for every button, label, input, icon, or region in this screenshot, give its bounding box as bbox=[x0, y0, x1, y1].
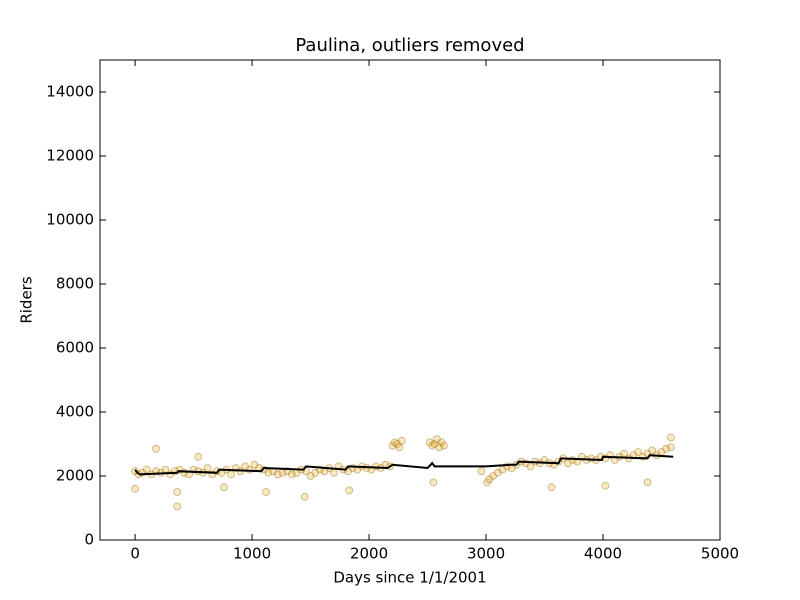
data-point bbox=[203, 464, 212, 472]
data-point bbox=[390, 438, 399, 447]
y-tick-label: 6000 bbox=[56, 339, 94, 357]
data-point bbox=[489, 472, 497, 480]
data-point bbox=[397, 436, 406, 445]
data-point bbox=[648, 446, 657, 455]
y-tick-label: 14000 bbox=[46, 83, 94, 101]
data-point bbox=[393, 440, 402, 448]
data-point bbox=[194, 452, 203, 461]
data-point bbox=[220, 483, 228, 492]
y-tick-label: 10000 bbox=[46, 211, 94, 229]
x-axis-label: Days since 1/1/2001 bbox=[333, 569, 486, 587]
data-point bbox=[425, 438, 434, 447]
y-tick-label: 8000 bbox=[56, 275, 94, 293]
x-tick-label: 2000 bbox=[350, 545, 388, 563]
data-point bbox=[437, 438, 446, 447]
data-point bbox=[131, 484, 139, 493]
data-point bbox=[311, 468, 320, 477]
data-point bbox=[666, 433, 675, 442]
data-point bbox=[306, 472, 315, 480]
data-point bbox=[264, 468, 273, 477]
data-point bbox=[429, 478, 438, 487]
data-point bbox=[634, 448, 643, 456]
data-point bbox=[662, 444, 671, 453]
y-tick-label: 4000 bbox=[56, 403, 94, 421]
chart-title: Paulina, outliers removed bbox=[295, 35, 524, 56]
plot-frame bbox=[99, 59, 721, 541]
data-point bbox=[666, 443, 675, 452]
y-axis-label: Riders bbox=[18, 276, 36, 324]
data-point bbox=[601, 481, 610, 490]
x-tick-label: 5000 bbox=[701, 545, 739, 563]
data-point bbox=[477, 467, 486, 476]
data-point bbox=[262, 488, 271, 496]
data-point bbox=[643, 478, 652, 487]
data-point bbox=[564, 459, 572, 468]
y-tick-label: 2000 bbox=[56, 467, 94, 485]
x-tick-label: 0 bbox=[130, 545, 140, 563]
data-point bbox=[547, 483, 556, 492]
data-point bbox=[430, 440, 439, 448]
data-point bbox=[330, 468, 338, 477]
trend-line bbox=[134, 454, 674, 476]
data-point bbox=[152, 444, 161, 453]
data-point bbox=[345, 486, 354, 495]
x-tick-label: 3000 bbox=[467, 545, 505, 563]
data-point bbox=[440, 441, 448, 450]
x-tick-label: 1000 bbox=[233, 545, 271, 563]
y-tick-label: 12000 bbox=[46, 147, 94, 165]
data-point bbox=[485, 475, 494, 484]
data-point bbox=[273, 470, 282, 479]
plot-area bbox=[131, 433, 675, 511]
data-point bbox=[173, 502, 182, 511]
data-point bbox=[300, 492, 309, 501]
data-point bbox=[173, 488, 182, 496]
data-point bbox=[388, 441, 397, 450]
data-point bbox=[483, 478, 492, 487]
y-tick-label: 0 bbox=[84, 531, 94, 549]
data-point bbox=[287, 470, 296, 479]
data-point bbox=[395, 443, 404, 452]
data-point bbox=[227, 470, 235, 479]
data-point bbox=[435, 443, 444, 452]
data-point bbox=[433, 435, 441, 444]
data-point bbox=[250, 460, 259, 469]
data-point bbox=[428, 441, 437, 450]
x-tick-label: 4000 bbox=[584, 545, 622, 563]
data-point bbox=[493, 468, 502, 477]
